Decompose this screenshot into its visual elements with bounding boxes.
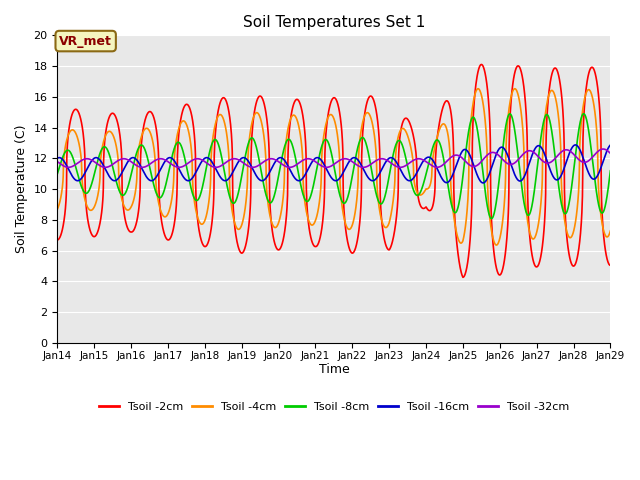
Legend: Tsoil -2cm, Tsoil -4cm, Tsoil -8cm, Tsoil -16cm, Tsoil -32cm: Tsoil -2cm, Tsoil -4cm, Tsoil -8cm, Tsoi… bbox=[94, 398, 573, 417]
Title: Soil Temperatures Set 1: Soil Temperatures Set 1 bbox=[243, 15, 425, 30]
Y-axis label: Soil Temperature (C): Soil Temperature (C) bbox=[15, 125, 28, 253]
Text: VR_met: VR_met bbox=[60, 35, 112, 48]
X-axis label: Time: Time bbox=[319, 363, 349, 376]
